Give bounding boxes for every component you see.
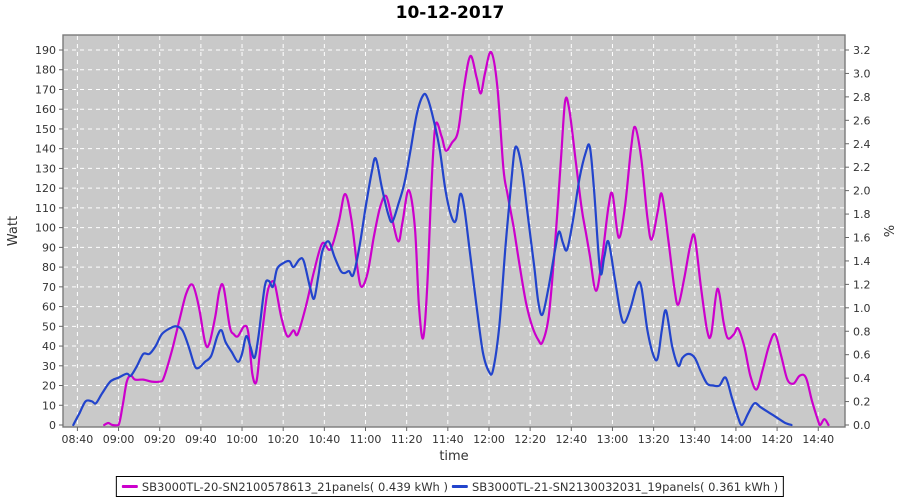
axis-tick-label: 20 (42, 380, 56, 393)
plot-border (62, 34, 846, 428)
axis-tick-label: 10:00 (226, 433, 258, 446)
axis-tick-label: 0.8 (853, 325, 871, 338)
axis-tick-label: 0.4 (853, 372, 871, 385)
series-line-2 (72, 92, 793, 427)
axis-tick-label: 13:20 (638, 433, 670, 446)
axis-tick-label: 80 (42, 261, 56, 274)
axis-tick-label: 2.8 (853, 91, 871, 104)
axis-tick-label: 170 (35, 83, 56, 96)
axis-tick-label: 2.6 (853, 114, 871, 127)
axis-tick-label: 120 (35, 182, 56, 195)
axis-tick-label: 190 (35, 44, 56, 57)
axis-tick-label: 1.6 (853, 232, 871, 245)
axis-tick-label: 14:20 (761, 433, 793, 446)
legend-item-1: SB3000TL-20-SN2100578613_21panels( 0.439… (121, 479, 448, 494)
chart-title: 10-12-2017 (395, 3, 505, 23)
legend-swatch-series1 (121, 485, 138, 488)
axis-tick-label: 1.8 (853, 208, 871, 221)
axis-ticks (59, 49, 849, 431)
axis-tick-label: 10:20 (267, 433, 299, 446)
axis-tick-label: 1.0 (853, 302, 871, 315)
axis-tick-label: 10 (42, 399, 56, 412)
axis-tick-label: 09:20 (144, 433, 176, 446)
axis-tick-label: 08:40 (62, 433, 94, 446)
axis-tick-label: 140 (35, 143, 56, 156)
left-axis-title: Watt (6, 216, 21, 246)
axis-tick-label: 3.2 (853, 44, 871, 57)
legend-label-series2: SB3000TL-21-SN2130032031_19panels( 0.361… (472, 479, 779, 494)
axis-tick-label: 12:20 (514, 433, 546, 446)
series-line-1 (103, 50, 830, 427)
axis-tick-label: 130 (35, 162, 56, 175)
axis-tick-label: 1.4 (853, 255, 871, 268)
axis-tick-label: 2.2 (853, 161, 871, 174)
axis-tick-label: 11:40 (432, 433, 464, 446)
axis-tick-label: 70 (42, 281, 56, 294)
axis-tick-label: 14:00 (720, 433, 752, 446)
axis-tick-label: 0.2 (853, 396, 871, 409)
axis-tick-label: 0.6 (853, 349, 871, 362)
legend: SB3000TL-20-SN2100578613_21panels( 0.439… (115, 476, 785, 497)
axis-tick-label: 50 (42, 320, 56, 333)
axis-tick-label: 90 (42, 241, 56, 254)
axis-tick-label: 13:00 (597, 433, 629, 446)
axis-tick-label: 180 (35, 64, 56, 77)
axis-tick-label: 3.0 (853, 67, 871, 80)
axis-tick-label: 60 (42, 301, 56, 314)
plot-area (63, 35, 845, 427)
axis-tick-label: 13:40 (679, 433, 711, 446)
axis-tick-label: 2.4 (853, 138, 871, 151)
axis-tick-label: 14:40 (802, 433, 834, 446)
axis-tick-label: 30 (42, 360, 56, 373)
axis-tick-label: 40 (42, 340, 56, 353)
axis-tick-label: 11:00 (350, 433, 382, 446)
axis-tick-label: 150 (35, 123, 56, 136)
x-axis-title: time (439, 449, 468, 464)
axis-tick-label: 10:40 (309, 433, 341, 446)
axis-tick-label: 160 (35, 103, 56, 116)
legend-label-series1: SB3000TL-20-SN2100578613_21panels( 0.439… (141, 479, 448, 494)
axis-tick-label: 100 (35, 222, 56, 235)
axis-tick-label: 0 (49, 419, 56, 432)
axis-tick-label: 12:40 (555, 433, 587, 446)
axis-tick-label: 1.2 (853, 278, 871, 291)
axis-tick-label: 110 (35, 202, 56, 215)
axis-tick-label: 2.0 (853, 185, 871, 198)
axis-tick-label: 12:00 (473, 433, 505, 446)
axis-tick-label: 11:20 (391, 433, 423, 446)
axis-tick-label: 09:00 (103, 433, 135, 446)
legend-swatch-series2 (452, 485, 468, 488)
legend-item-2: SB3000TL-21-SN2130032031_19panels( 0.361… (452, 480, 778, 494)
axis-tick-label: 09:40 (185, 433, 217, 446)
right-axis-title: % (880, 225, 895, 237)
axis-tick-label: 0.0 (853, 419, 871, 432)
